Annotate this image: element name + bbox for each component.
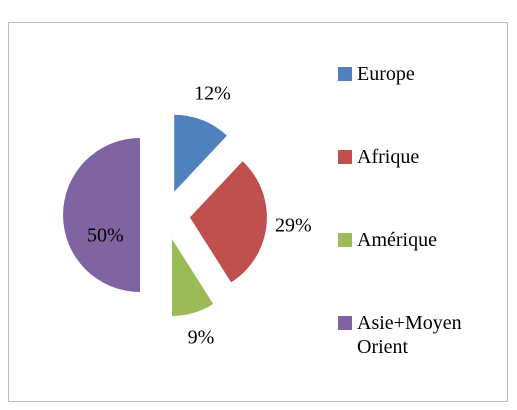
legend-label: Amérique (357, 229, 437, 251)
data-label: 9% (188, 326, 215, 348)
legend-label: Europe (357, 63, 415, 85)
legend-swatch (338, 316, 352, 330)
legend-swatch (338, 233, 352, 247)
legend-label: Afrique (357, 146, 420, 168)
legend-label: Asie+Moyen Orient (357, 312, 462, 358)
pie-slice (63, 138, 140, 292)
legend-swatch (338, 67, 352, 81)
data-label: 29% (275, 215, 312, 237)
data-label: 50% (87, 225, 124, 247)
pie-slice (171, 239, 214, 317)
chart-frame (8, 22, 508, 402)
data-label: 12% (194, 83, 231, 105)
legend-item: Europe (338, 62, 487, 145)
legend-swatch (338, 150, 352, 164)
legend-item: Afrique (338, 145, 487, 228)
pie-slice (189, 161, 267, 283)
pie-slice (174, 114, 227, 192)
legend: Europe Afrique Amérique Asie+Moyen Orient (338, 62, 498, 394)
legend-item: Amérique (338, 228, 487, 311)
legend-item: Asie+Moyen Orient (338, 311, 487, 394)
